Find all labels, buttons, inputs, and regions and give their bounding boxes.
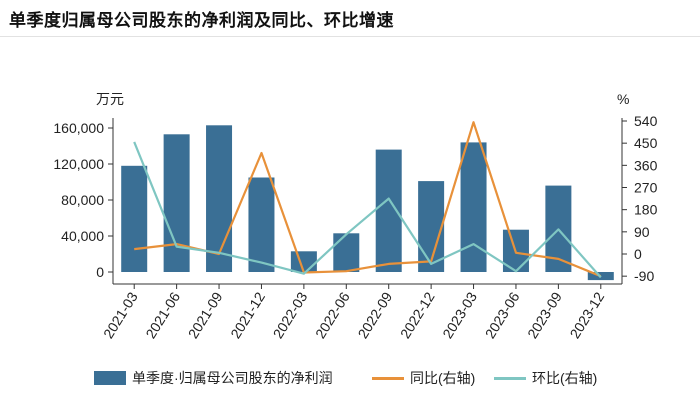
- right-tick-label: 450: [634, 135, 658, 151]
- x-tick-label: 2023-06: [482, 289, 523, 341]
- legend-item-qoq: 环比(右轴): [494, 367, 597, 389]
- legend-yoy-swatch: [372, 376, 404, 380]
- x-tick-label: 2022-12: [397, 289, 438, 341]
- qoq-line: [133, 141, 602, 279]
- chart-title: 单季度归属母公司股东的净利润及同比、环比增速: [9, 11, 394, 30]
- x-tick-label: 2021-03: [100, 289, 141, 341]
- bar-2022-06: [333, 233, 360, 272]
- right-tick-label: 270: [634, 180, 658, 196]
- x-tick-label: 2021-09: [185, 289, 226, 341]
- left-tick-label: 120,000: [53, 156, 104, 172]
- right-axis-unit: %: [617, 91, 629, 107]
- bar-2023-03: [460, 142, 487, 272]
- bar-2021-03: [121, 165, 148, 272]
- bar-2022-12: [418, 181, 445, 272]
- legend-item-bar: 单季度·归属母公司股东的净利润: [94, 367, 333, 389]
- bar-2021-09: [206, 125, 233, 272]
- bar-2021-12: [248, 177, 275, 272]
- x-tick-label: 2023-09: [524, 289, 565, 341]
- x-tick-label: 2023-03: [439, 289, 480, 341]
- right-tick-label: 360: [634, 157, 658, 173]
- x-tick-label: 2021-12: [227, 289, 268, 341]
- right-tick-label: 0: [634, 246, 642, 262]
- bar-2022-03: [290, 251, 317, 272]
- left-axis-unit: 万元: [96, 91, 124, 107]
- x-tick-label: 2022-09: [354, 289, 395, 341]
- legend-bar-label: 单季度·归属母公司股东的净利润: [132, 370, 333, 386]
- legend-qoq-label: 环比(右轴): [532, 370, 598, 386]
- x-tick-label: 2022-03: [270, 289, 311, 341]
- legend: 单季度·归属母公司股东的净利润 同比(右轴) 环比(右轴): [0, 367, 700, 391]
- title-divider: [0, 36, 700, 37]
- x-tick-label: 2021-06: [142, 289, 183, 341]
- legend-yoy-label: 同比(右轴): [410, 370, 476, 386]
- right-tick-label: 180: [634, 202, 658, 218]
- right-tick-label: 540: [634, 113, 658, 129]
- x-tick-label: 2023-12: [567, 289, 608, 341]
- left-tick-label: 0: [96, 264, 104, 280]
- yoy-line: [134, 121, 602, 278]
- left-tick-label: 160,000: [53, 120, 104, 136]
- left-tick-label: 40,000: [61, 228, 104, 244]
- left-tick-label: 80,000: [61, 192, 104, 208]
- bar-2021-06: [163, 134, 190, 272]
- legend-item-yoy: 同比(右轴): [372, 367, 475, 389]
- right-tick-label: 90: [634, 224, 650, 240]
- legend-qoq-swatch: [494, 376, 526, 380]
- right-tick-label: -90: [634, 268, 654, 284]
- legend-bar-swatch: [94, 371, 126, 385]
- x-tick-label: 2022-06: [312, 289, 353, 341]
